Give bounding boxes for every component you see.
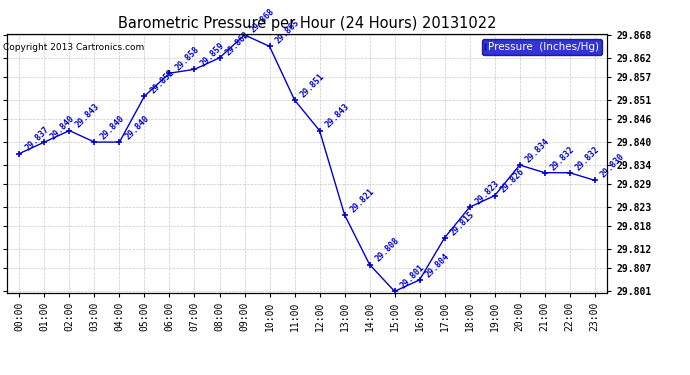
Text: 29.868: 29.868: [248, 6, 276, 34]
Text: 29.801: 29.801: [399, 263, 426, 291]
Text: 29.804: 29.804: [424, 252, 451, 279]
Text: 29.808: 29.808: [374, 236, 402, 264]
Text: 29.823: 29.823: [474, 179, 502, 206]
Text: 29.865: 29.865: [274, 18, 302, 46]
Text: 29.843: 29.843: [324, 102, 351, 130]
Text: 29.832: 29.832: [549, 144, 576, 172]
Text: 29.834: 29.834: [524, 136, 551, 164]
Text: Copyright 2013 Cartronics.com: Copyright 2013 Cartronics.com: [3, 43, 145, 52]
Text: 29.837: 29.837: [23, 125, 51, 153]
Title: Barometric Pressure per Hour (24 Hours) 20131022: Barometric Pressure per Hour (24 Hours) …: [118, 16, 496, 31]
Text: 29.852: 29.852: [148, 68, 176, 95]
Text: 29.826: 29.826: [499, 167, 526, 195]
Text: 29.832: 29.832: [574, 144, 602, 172]
Text: 29.858: 29.858: [174, 45, 201, 72]
Text: 29.830: 29.830: [599, 152, 627, 180]
Legend: Pressure  (Inches/Hg): Pressure (Inches/Hg): [482, 39, 602, 55]
Text: 29.815: 29.815: [448, 209, 476, 237]
Text: 29.851: 29.851: [299, 72, 326, 99]
Text: 29.862: 29.862: [224, 30, 251, 57]
Text: 29.821: 29.821: [348, 186, 376, 214]
Text: 29.859: 29.859: [199, 41, 226, 69]
Text: 29.840: 29.840: [124, 114, 151, 141]
Text: 29.840: 29.840: [48, 114, 76, 141]
Text: 29.840: 29.840: [99, 114, 126, 141]
Text: 29.843: 29.843: [74, 102, 101, 130]
